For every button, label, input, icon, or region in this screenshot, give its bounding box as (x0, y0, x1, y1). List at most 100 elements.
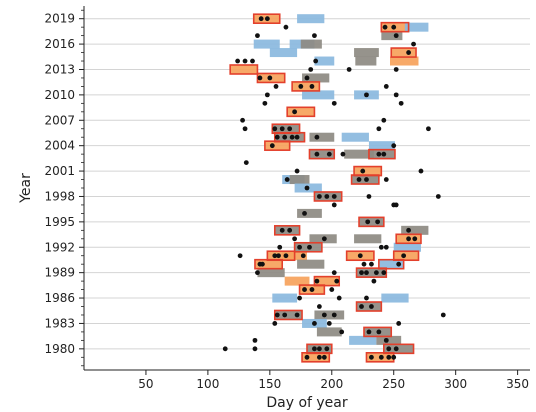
bars-layer (230, 14, 429, 362)
data-point (283, 24, 289, 30)
event-outline (301, 352, 331, 363)
data-point (346, 67, 352, 72)
data-point (386, 346, 392, 352)
data-point (276, 253, 281, 259)
event-bar (302, 90, 335, 100)
data-point (396, 321, 402, 326)
data-point (321, 354, 327, 360)
data-point (314, 151, 320, 157)
y-tick-label: 1983 (44, 316, 75, 330)
data-point (393, 346, 399, 352)
x-axis-label: Day of year (266, 395, 348, 411)
x-tick-label: 200 (320, 377, 343, 391)
data-point (321, 236, 327, 242)
event-bar (267, 251, 295, 261)
data-point (376, 151, 382, 157)
data-point (371, 278, 377, 284)
data-point (401, 253, 407, 259)
data-point (331, 194, 337, 199)
y-tick-label: 2001 (44, 164, 75, 178)
data-point (334, 278, 340, 284)
event-outline (345, 250, 375, 262)
event-bar (292, 81, 320, 91)
data-point (357, 253, 363, 259)
event-bar (253, 39, 280, 49)
data-point (381, 151, 387, 157)
event-bar (391, 48, 417, 58)
data-point (326, 321, 332, 326)
event-bar (316, 327, 342, 337)
data-point (267, 75, 273, 81)
data-point (406, 227, 411, 233)
data-point (383, 337, 389, 343)
data-point (369, 354, 374, 360)
event-bar (284, 276, 310, 286)
data-point (274, 312, 280, 318)
data-point (391, 354, 397, 360)
event-bar (354, 166, 382, 176)
data-point (304, 75, 310, 81)
x-tick-label: 100 (196, 377, 219, 391)
data-point (284, 177, 290, 182)
data-point (309, 287, 315, 292)
event-outline (256, 72, 286, 84)
y-tick-label: 2013 (44, 62, 75, 76)
data-point (398, 100, 404, 106)
data-point (435, 194, 441, 199)
event-bar (390, 56, 419, 66)
data-point (282, 134, 288, 140)
event-bar (269, 48, 298, 58)
event-outline (395, 233, 422, 245)
event-outline (378, 258, 405, 270)
x-tick-label: 250 (382, 377, 405, 391)
data-point (298, 84, 304, 89)
data-point (324, 346, 330, 352)
data-point (376, 329, 382, 335)
event-outline (252, 13, 281, 24)
data-point (359, 304, 364, 309)
data-point (412, 236, 418, 242)
event-bar (355, 56, 377, 66)
data-point (289, 134, 295, 140)
y-tick-label: 2019 (44, 12, 75, 26)
data-point (312, 321, 317, 326)
data-point (314, 134, 320, 140)
y-tick-label: 2016 (44, 37, 75, 51)
data-point (324, 194, 330, 199)
event-bar (297, 259, 325, 269)
data-point (366, 329, 372, 335)
data-point (406, 50, 411, 55)
data-point (360, 168, 366, 174)
data-point (383, 177, 389, 182)
data-point (307, 244, 312, 250)
data-point (375, 219, 381, 225)
data-point (255, 33, 260, 39)
data-point (365, 219, 371, 225)
event-outline (298, 284, 326, 295)
data-point (359, 270, 364, 276)
data-point (252, 346, 258, 352)
event-bar (302, 352, 330, 362)
data-point (381, 117, 387, 123)
y-tick-label: 1995 (44, 215, 75, 229)
data-point (287, 227, 293, 233)
data-point (312, 346, 317, 352)
y-tick-label: 1992 (44, 240, 75, 254)
event-bar (314, 310, 345, 320)
data-point (255, 270, 260, 276)
event-bar (264, 141, 290, 151)
data-point (297, 244, 302, 250)
data-point (364, 295, 369, 301)
data-point (277, 244, 283, 250)
data-point (292, 109, 298, 115)
data-point (272, 321, 278, 326)
data-point (316, 354, 322, 360)
y-tick-label: 2010 (44, 88, 75, 102)
data-point (364, 92, 369, 98)
event-bar (401, 225, 429, 235)
data-point (279, 227, 285, 233)
data-point (316, 304, 322, 309)
event-bar (368, 141, 395, 151)
data-point (331, 312, 337, 318)
event-outline (308, 148, 336, 160)
